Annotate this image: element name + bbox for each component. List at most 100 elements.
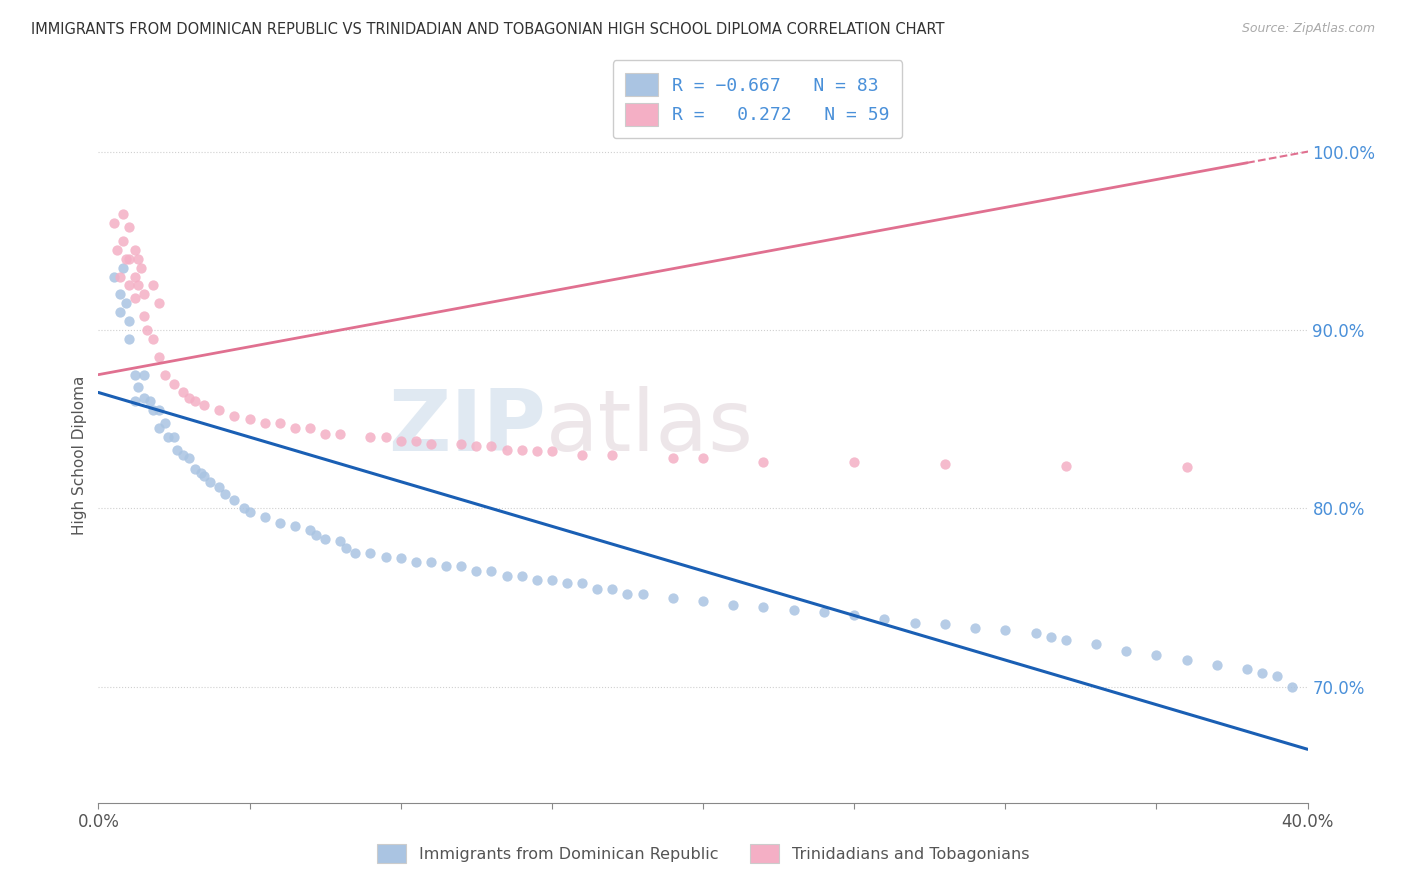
Point: [284, 519, 307, 533]
Point: [602, 582, 624, 596]
Point: [904, 615, 927, 630]
Point: [495, 569, 517, 583]
Point: [142, 332, 165, 346]
Point: [571, 576, 593, 591]
Point: [172, 448, 194, 462]
Point: [1085, 637, 1108, 651]
Point: [661, 591, 683, 605]
Point: [118, 252, 141, 266]
Point: [692, 594, 714, 608]
Point: [224, 492, 246, 507]
Point: [118, 219, 141, 234]
Point: [465, 564, 488, 578]
Point: [224, 409, 246, 423]
Point: [148, 350, 170, 364]
Point: [844, 455, 866, 469]
Point: [153, 416, 176, 430]
Point: [132, 391, 155, 405]
Point: [190, 466, 212, 480]
Point: [163, 376, 186, 391]
Point: [465, 439, 488, 453]
Point: [148, 296, 170, 310]
Point: [148, 403, 170, 417]
Point: [118, 332, 141, 346]
Point: [124, 394, 146, 409]
Point: [132, 368, 155, 382]
Point: [172, 385, 194, 400]
Point: [269, 516, 291, 530]
Point: [124, 368, 146, 382]
Point: [374, 430, 396, 444]
Point: [934, 457, 956, 471]
Point: [1024, 626, 1046, 640]
Point: [299, 523, 322, 537]
Point: [108, 269, 131, 284]
Point: [813, 605, 835, 619]
Point: [114, 296, 136, 310]
Point: [389, 434, 412, 448]
Point: [616, 587, 638, 601]
Point: [752, 455, 775, 469]
Legend: Immigrants from Dominican Republic, Trinidadians and Tobagonians: Immigrants from Dominican Republic, Trin…: [368, 836, 1038, 871]
Point: [135, 323, 157, 337]
Point: [114, 252, 136, 266]
Point: [232, 501, 254, 516]
Point: [208, 403, 231, 417]
Point: [420, 555, 443, 569]
Point: [571, 448, 593, 462]
Point: [239, 505, 262, 519]
Point: [193, 398, 215, 412]
Point: [1281, 680, 1303, 694]
Point: [360, 430, 382, 444]
Point: [1206, 658, 1229, 673]
Point: [495, 442, 517, 457]
Point: [142, 278, 165, 293]
Point: [105, 243, 128, 257]
Point: [214, 487, 236, 501]
Text: atlas: atlas: [546, 385, 754, 468]
Point: [344, 546, 367, 560]
Point: [526, 573, 548, 587]
Point: [540, 573, 562, 587]
Point: [184, 462, 207, 476]
Point: [179, 391, 201, 405]
Text: Source: ZipAtlas.com: Source: ZipAtlas.com: [1241, 22, 1375, 36]
Text: IMMIGRANTS FROM DOMINICAN REPUBLIC VS TRINIDADIAN AND TOBAGONIAN HIGH SCHOOL DIP: IMMIGRANTS FROM DOMINICAN REPUBLIC VS TR…: [31, 22, 945, 37]
Point: [555, 576, 578, 591]
Point: [111, 207, 134, 221]
Text: ZIP: ZIP: [388, 385, 546, 468]
Point: [132, 309, 155, 323]
Point: [994, 623, 1017, 637]
Point: [1054, 458, 1077, 473]
Point: [127, 278, 149, 293]
Point: [389, 551, 412, 566]
Point: [631, 587, 654, 601]
Point: [510, 569, 533, 583]
Point: [193, 469, 215, 483]
Point: [450, 437, 472, 451]
Point: [124, 269, 146, 284]
Point: [752, 599, 775, 614]
Point: [934, 617, 956, 632]
Point: [108, 305, 131, 319]
Point: [118, 314, 141, 328]
Point: [526, 444, 548, 458]
Point: [184, 394, 207, 409]
Point: [103, 216, 125, 230]
Point: [1039, 630, 1062, 644]
Point: [124, 243, 146, 257]
Point: [586, 582, 609, 596]
Y-axis label: High School Diploma: High School Diploma: [72, 376, 87, 534]
Point: [510, 442, 533, 457]
Point: [253, 416, 276, 430]
Point: [450, 558, 472, 573]
Point: [405, 555, 427, 569]
Point: [965, 621, 987, 635]
Point: [329, 426, 352, 441]
Point: [723, 598, 745, 612]
Point: [602, 448, 624, 462]
Point: [284, 421, 307, 435]
Point: [124, 291, 146, 305]
Point: [540, 444, 562, 458]
Point: [142, 403, 165, 417]
